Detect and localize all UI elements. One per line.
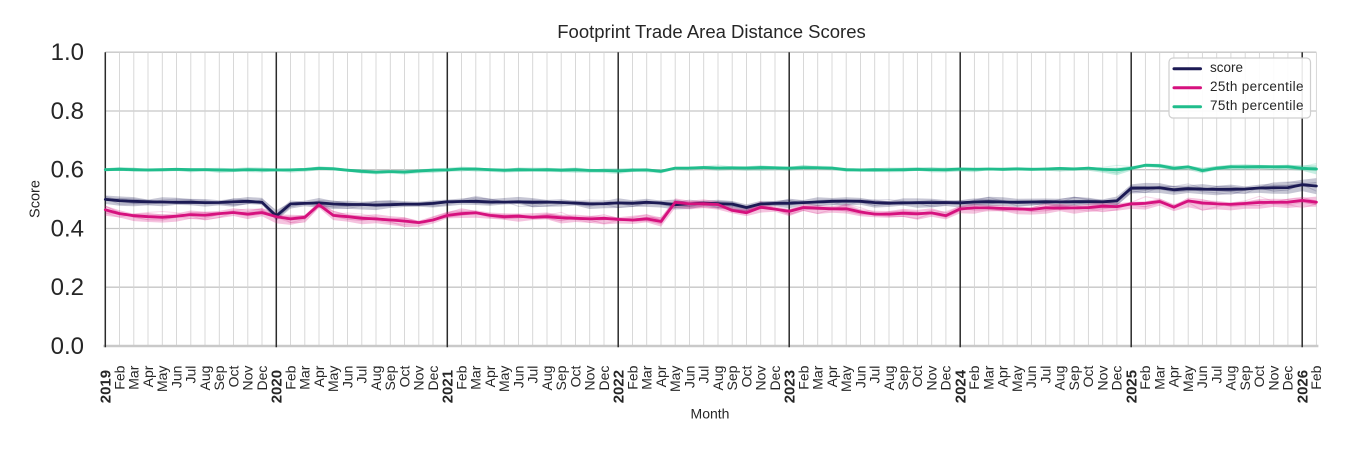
svg-text:Jun: Jun — [1194, 366, 1210, 389]
svg-text:Sep: Sep — [1237, 365, 1253, 390]
svg-text:Mar: Mar — [810, 365, 826, 389]
svg-text:Dec: Dec — [938, 366, 954, 391]
svg-text:May: May — [496, 366, 512, 392]
svg-text:Footprint Trade Area Distance: Footprint Trade Area Distance Scores — [557, 21, 865, 42]
svg-text:Mar: Mar — [1152, 365, 1168, 389]
svg-text:Aug: Aug — [368, 366, 384, 391]
svg-text:Sep: Sep — [211, 365, 227, 390]
svg-text:Nov: Nov — [753, 366, 769, 391]
svg-text:Dec: Dec — [1109, 366, 1125, 391]
svg-text:Mar: Mar — [468, 365, 484, 389]
svg-text:May: May — [1009, 366, 1025, 392]
svg-text:2019: 2019 — [98, 370, 115, 403]
svg-text:Apr: Apr — [995, 365, 1011, 387]
svg-text:May: May — [838, 366, 854, 392]
svg-text:Jul: Jul — [354, 366, 370, 384]
svg-text:Aug: Aug — [539, 366, 555, 391]
svg-text:Apr: Apr — [140, 365, 156, 387]
svg-text:Mar: Mar — [297, 365, 313, 389]
svg-text:Sep: Sep — [724, 365, 740, 390]
svg-text:25th percentile: 25th percentile — [1210, 79, 1304, 94]
svg-text:Jul: Jul — [1209, 366, 1225, 384]
svg-text:0.6: 0.6 — [51, 157, 84, 184]
svg-text:Feb: Feb — [624, 365, 640, 389]
svg-text:Jun: Jun — [681, 366, 697, 389]
svg-text:Oct: Oct — [909, 365, 925, 387]
svg-text:Dec: Dec — [767, 366, 783, 391]
svg-text:May: May — [1180, 366, 1196, 392]
svg-text:Feb: Feb — [795, 365, 811, 389]
svg-text:2025: 2025 — [1123, 370, 1140, 403]
svg-text:Sep: Sep — [553, 365, 569, 390]
svg-text:score: score — [1210, 60, 1243, 75]
svg-text:Aug: Aug — [1223, 366, 1239, 391]
svg-text:Jun: Jun — [168, 366, 184, 389]
svg-text:Sep: Sep — [382, 365, 398, 390]
svg-text:Feb: Feb — [282, 365, 298, 389]
svg-text:0.0: 0.0 — [51, 333, 84, 360]
svg-text:Month: Month — [691, 405, 730, 421]
svg-text:Nov: Nov — [924, 366, 940, 391]
svg-text:Jun: Jun — [339, 366, 355, 389]
svg-text:Apr: Apr — [311, 365, 327, 387]
svg-text:Jun: Jun — [1023, 366, 1039, 389]
svg-text:2022: 2022 — [610, 370, 627, 403]
svg-text:Nov: Nov — [1266, 366, 1282, 391]
svg-text:0.2: 0.2 — [51, 274, 84, 301]
svg-text:Aug: Aug — [1052, 366, 1068, 391]
svg-text:Apr: Apr — [653, 365, 669, 387]
svg-text:May: May — [325, 366, 341, 392]
svg-text:Nov: Nov — [240, 366, 256, 391]
svg-text:Oct: Oct — [1251, 365, 1267, 387]
svg-text:Feb: Feb — [111, 365, 127, 389]
svg-text:Feb: Feb — [453, 365, 469, 389]
svg-text:2026: 2026 — [1294, 370, 1311, 403]
svg-text:Feb: Feb — [1308, 365, 1324, 389]
svg-text:Feb: Feb — [1137, 365, 1153, 389]
svg-text:Jul: Jul — [183, 366, 199, 384]
svg-text:Apr: Apr — [824, 365, 840, 387]
svg-text:Mar: Mar — [981, 365, 997, 389]
svg-text:Score: Score — [28, 180, 44, 218]
svg-text:Oct: Oct — [567, 365, 583, 387]
svg-text:75th percentile: 75th percentile — [1210, 98, 1304, 113]
svg-text:Jun: Jun — [852, 366, 868, 389]
svg-text:Sep: Sep — [1066, 365, 1082, 390]
svg-text:2023: 2023 — [781, 370, 798, 403]
svg-text:Dec: Dec — [596, 366, 612, 391]
svg-text:2024: 2024 — [952, 369, 969, 403]
svg-text:Nov: Nov — [411, 366, 427, 391]
svg-text:Oct: Oct — [396, 365, 412, 387]
svg-text:Jul: Jul — [1038, 366, 1054, 384]
svg-text:Feb: Feb — [966, 365, 982, 389]
svg-text:Aug: Aug — [881, 366, 897, 391]
svg-text:May: May — [667, 366, 683, 392]
svg-text:Mar: Mar — [639, 365, 655, 389]
svg-text:Nov: Nov — [582, 366, 598, 391]
svg-text:Sep: Sep — [895, 365, 911, 390]
svg-text:Dec: Dec — [425, 366, 441, 391]
svg-text:0.4: 0.4 — [51, 216, 84, 243]
svg-text:Nov: Nov — [1095, 366, 1111, 391]
svg-text:Mar: Mar — [126, 365, 142, 389]
svg-text:Jul: Jul — [867, 366, 883, 384]
svg-text:2021: 2021 — [439, 370, 456, 403]
svg-text:Jun: Jun — [510, 366, 526, 389]
svg-text:Apr: Apr — [482, 365, 498, 387]
svg-text:Dec: Dec — [254, 366, 270, 391]
svg-text:May: May — [154, 366, 170, 392]
svg-text:Jul: Jul — [525, 366, 541, 384]
svg-text:Apr: Apr — [1166, 365, 1182, 387]
svg-text:Jul: Jul — [696, 366, 712, 384]
svg-text:0.8: 0.8 — [51, 98, 84, 125]
svg-text:1.0: 1.0 — [51, 39, 84, 66]
svg-text:2020: 2020 — [268, 370, 285, 403]
svg-text:Aug: Aug — [197, 366, 213, 391]
svg-text:Dec: Dec — [1280, 366, 1296, 391]
svg-text:Aug: Aug — [710, 366, 726, 391]
svg-text:Oct: Oct — [225, 365, 241, 387]
svg-text:Oct: Oct — [1080, 365, 1096, 387]
svg-text:Oct: Oct — [738, 365, 754, 387]
